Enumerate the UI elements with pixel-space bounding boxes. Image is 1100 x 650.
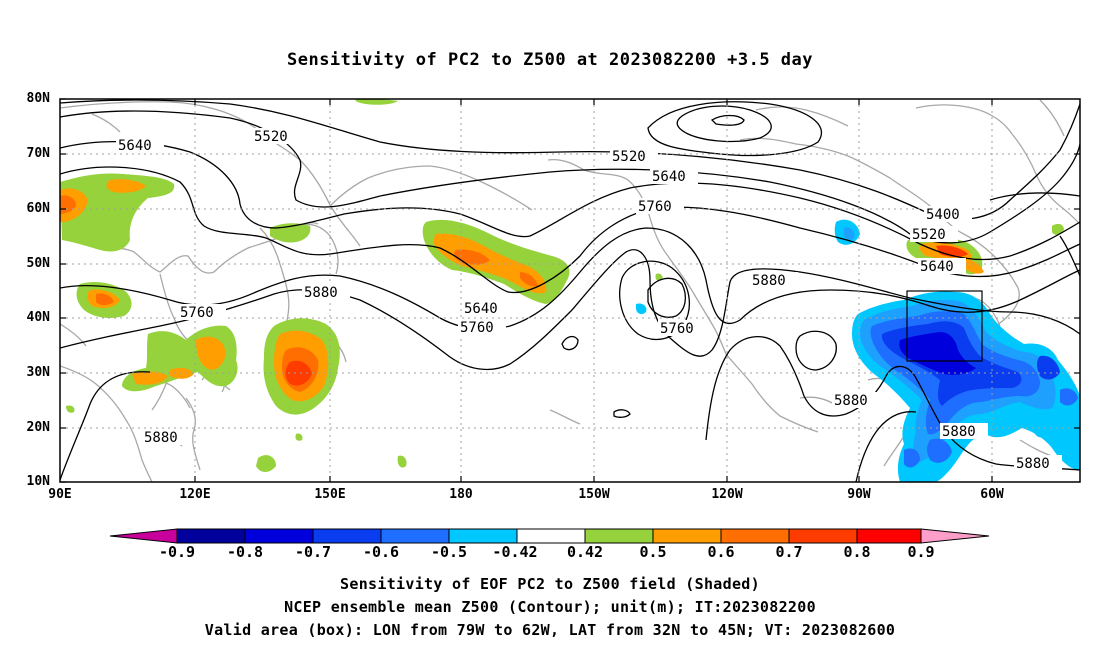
colorbar-segment [516,528,586,544]
colorbar-label: 0.6 [707,543,735,561]
colorbar-label: 0.5 [639,543,667,561]
colorbar-label: 0.9 [907,543,935,561]
positive-sensitivity-shading [60,99,1064,472]
colorbar-segment [720,528,790,544]
colorbar-max-triangle [920,528,990,544]
colorbar-segment [788,528,858,544]
lon-label-120w: 120W [711,487,743,502]
contour-label: 5520 [912,227,946,243]
colorbar-segment [380,528,450,544]
colorbar-min-triangle [109,528,178,544]
lat-label-40n: 40N [26,310,50,325]
contour-label: 5640 [464,301,498,317]
caption-valid-area: Valid area (box): LON from 79W to 62W, L… [204,621,896,639]
colorbar [109,528,990,544]
contour-label: 5880 [752,273,786,289]
lat-label-60n: 60N [26,201,50,216]
lon-label-150e: 150E [314,487,346,502]
colorbar-segment [584,528,654,544]
map-title: Sensitivity of PC2 to Z500 at 2023082200… [286,50,813,70]
colorbar-segment [176,528,246,544]
contour-label: 5400 [926,207,960,223]
colorbar-segment [312,528,382,544]
valid-area-box [906,290,983,362]
caption-shading: Sensitivity of EOF PC2 to Z500 field (Sh… [340,575,760,593]
lat-label-20n: 20N [26,420,50,435]
caption-contour: NCEP ensemble mean Z500 (Contour); unit(… [284,598,816,616]
contour-label: 5880 [942,424,976,440]
colorbar-segment [856,528,922,544]
contour-label-group: 5520 5640 5520 5640 5760 5400 5520 5640 … [116,128,1062,472]
lat-label-80n: 80N [26,91,50,106]
colorbar-segment [244,528,314,544]
colorbar-label: 0.8 [843,543,871,561]
contour-label: 5760 [638,199,672,215]
colorbar-label: -0.9 [158,543,196,561]
colorbar-segment [448,528,518,544]
contour-label: 5880 [304,285,338,301]
contour-label: 5640 [118,138,152,154]
lon-label-90e: 90E [48,487,72,502]
contour-label: 5760 [660,321,694,337]
lon-label-60w: 60W [980,487,1004,502]
axis-ticks [60,98,1080,483]
lon-label-150w: 150W [578,487,610,502]
lat-label-10n: 10N [26,474,50,489]
colorbar-label: -0.7 [294,543,332,561]
lon-label-120e: 120E [179,487,211,502]
grid-lines [60,99,1080,482]
colorbar-label: -0.8 [226,543,264,561]
lat-label-70n: 70N [26,146,50,161]
lon-label-180: 180 [449,487,473,502]
contour-label: 5520 [254,129,288,145]
contour-label: 5880 [144,430,178,446]
contour-label: 5640 [920,259,954,275]
colorbar-label: -0.6 [362,543,400,561]
contour-label: 5640 [652,169,686,185]
contour-label: 5880 [1016,456,1050,472]
lat-label-50n: 50N [26,256,50,271]
contour-label: 5520 [612,149,646,165]
colorbar-label: -0.42 [492,543,538,561]
lon-label-90w: 90W [847,487,871,502]
colorbar-label: -0.5 [430,543,468,561]
contour-label: 5760 [180,305,214,321]
contour-label: 5880 [834,393,868,409]
colorbar-segment [652,528,722,544]
colorbar-label: 0.42 [566,543,604,561]
lat-label-30n: 30N [26,365,50,380]
colorbar-label: 0.7 [775,543,803,561]
map-frame [59,98,1081,483]
contour-label: 5760 [460,320,494,336]
